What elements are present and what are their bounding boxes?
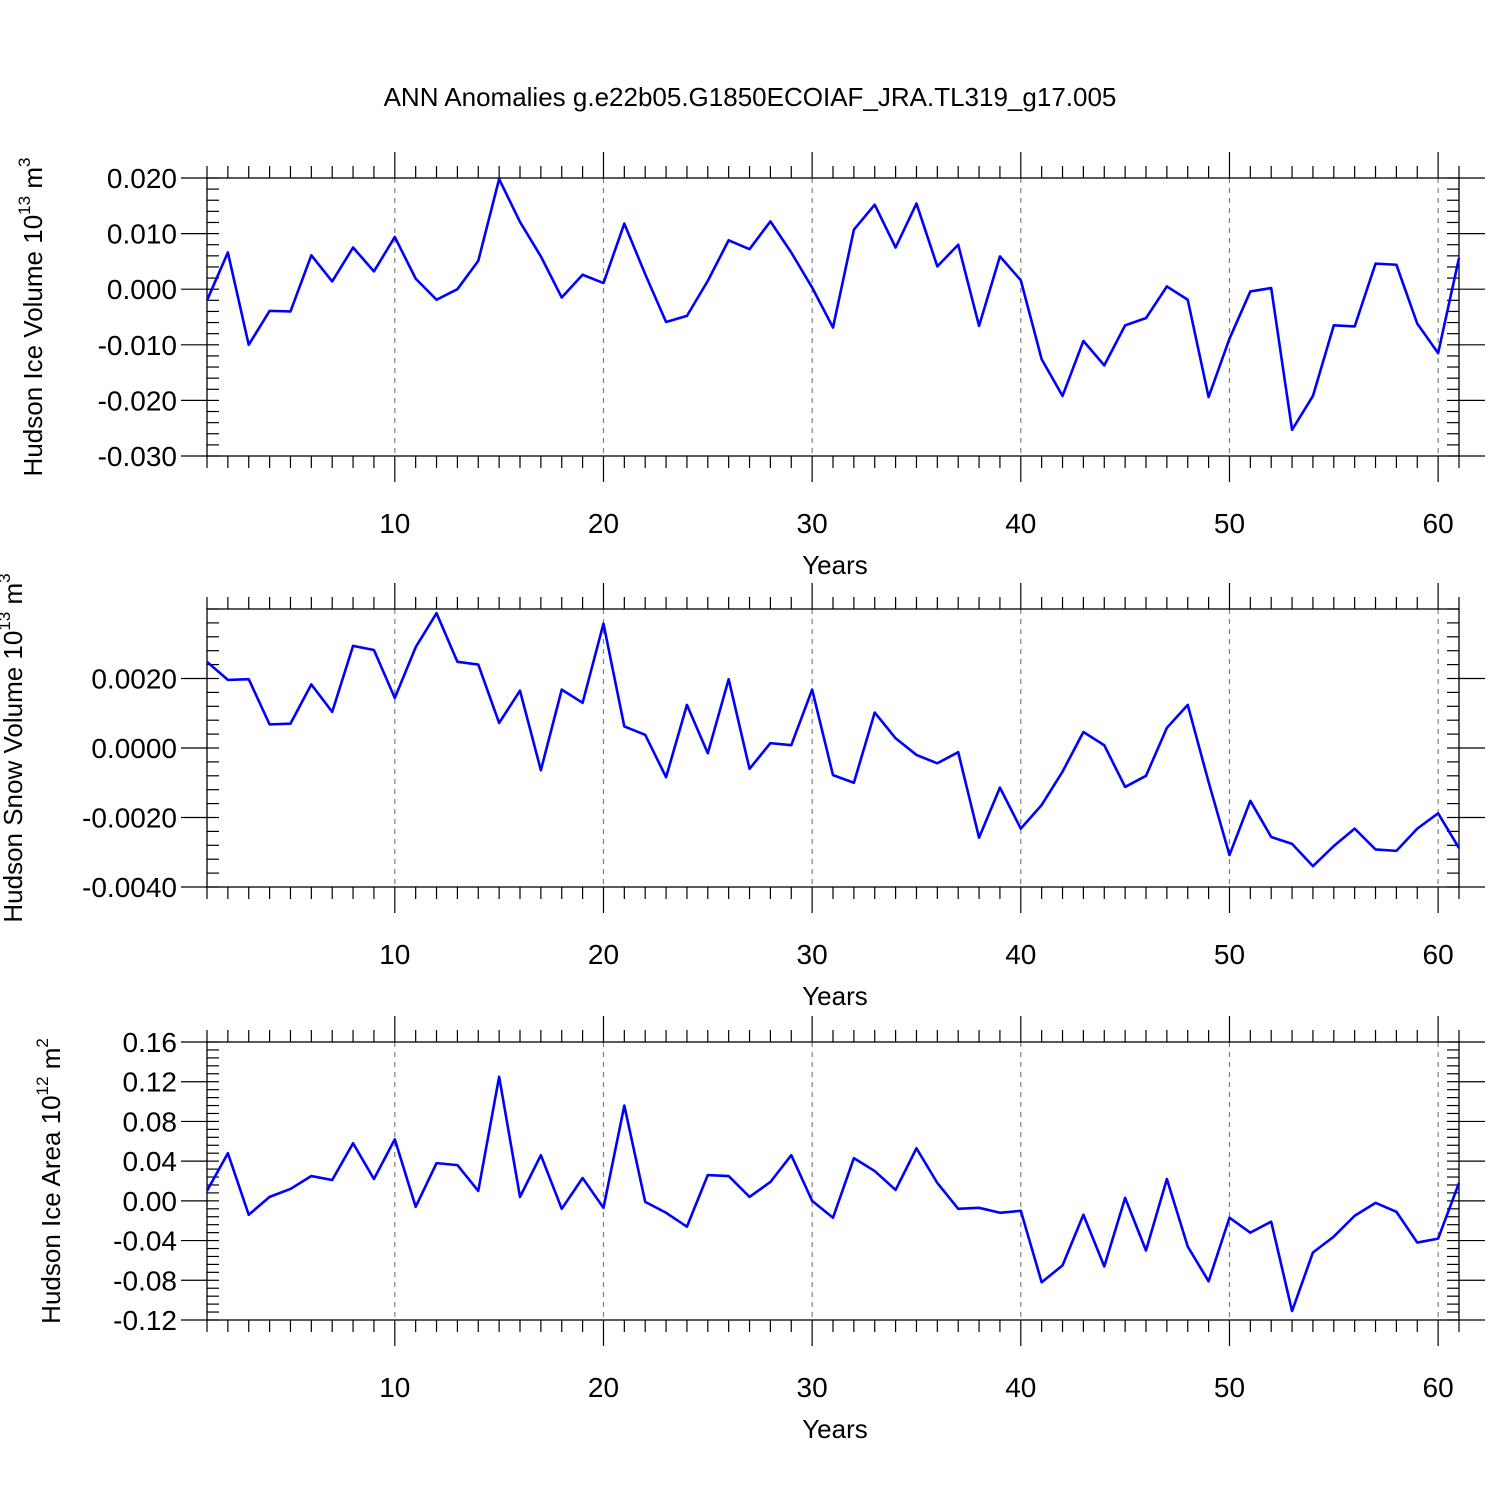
x-tick-label: 60 (1423, 1372, 1454, 1403)
x-tick-label: 40 (1005, 1372, 1036, 1403)
y-axis-title-superscript: 3 (0, 573, 14, 582)
y-tick-label: -0.12 (113, 1305, 177, 1336)
x-tick-label: 40 (1005, 939, 1036, 970)
panel-2: -0.0040 -0.0020 0.0000 0.0020 10 20 30 40 50 60 Ye… (0, 573, 1485, 1011)
x-tick-label: 30 (797, 1372, 828, 1403)
y-axis-title: Hudson Snow Volume 1013 m3 (0, 573, 28, 922)
y-tick-label: 0.16 (123, 1027, 178, 1058)
y-tick-label: -0.0020 (82, 803, 177, 834)
y-tick-label: 0.000 (107, 274, 177, 305)
y-axis-title-text: m (0, 583, 28, 612)
y-tick-label: 0.0000 (91, 733, 177, 764)
y-axis-title-text: Hudson Ice Area 10 (36, 1095, 66, 1323)
y-tick-label: 0.0020 (91, 664, 177, 695)
y-tick-label: 0.010 (107, 219, 177, 250)
x-tick-label: 30 (797, 939, 828, 970)
x-tick-label: 50 (1214, 1372, 1245, 1403)
x-tick-label: 10 (379, 508, 410, 539)
x-tick-label: 50 (1214, 939, 1245, 970)
y-axis-title: Hudson Ice Volume 1013 m3 (15, 158, 48, 477)
x-axis-title: Years (802, 550, 868, 580)
x-tick-label: 60 (1423, 508, 1454, 539)
x-tick-label: 20 (588, 1372, 619, 1403)
y-tick-label: 0.00 (123, 1186, 178, 1217)
x-tick-label: 40 (1005, 508, 1036, 539)
x-tick-label: 50 (1214, 508, 1245, 539)
y-axis-title-superscript: 2 (33, 1038, 52, 1047)
x-tick-label: 60 (1423, 939, 1454, 970)
chart-title: ANN Anomalies g.e22b05.G1850ECOIAF_JRA.T… (384, 82, 1117, 112)
y-axis-title-text: m (18, 167, 48, 196)
y-tick-label: 0.08 (123, 1106, 178, 1137)
x-tick-label: 20 (588, 508, 619, 539)
y-axis-title-superscript: 12 (33, 1077, 52, 1096)
y-tick-label: -0.0040 (82, 872, 177, 903)
y-axis-title-text: Hudson Snow Volume 10 (0, 631, 28, 923)
y-axis-title-text: m (36, 1048, 66, 1077)
y-axis-title-text: Hudson Ice Volume 10 (18, 215, 48, 477)
y-tick-label: -0.030 (98, 441, 177, 472)
y-tick-label: -0.010 (98, 330, 177, 361)
y-tick-label: -0.04 (113, 1226, 177, 1257)
x-tick-label: 30 (797, 508, 828, 539)
y-tick-label: 0.020 (107, 163, 177, 194)
y-tick-label: 0.04 (123, 1146, 178, 1177)
x-tick-label: 20 (588, 939, 619, 970)
y-axis-title: Hudson Ice Area 1012 m2 (33, 1038, 66, 1324)
y-axis-title-superscript: 13 (0, 612, 14, 631)
x-tick-label: 10 (379, 1372, 410, 1403)
panel-3: -0.12 -0.08 -0.04 0.00 0.04 0.08 0.12 0.16 10 20 3… (33, 1016, 1485, 1444)
x-axis-title: Years (802, 981, 868, 1011)
y-tick-label: -0.020 (98, 385, 177, 416)
panel-1: -0.030 -0.020 -0.010 0.000 0.010 0.020 10 20 30 4… (15, 152, 1485, 580)
y-tick-label: 0.12 (123, 1067, 178, 1098)
y-axis-title-superscript: 13 (15, 196, 34, 215)
x-axis-title: Years (802, 1414, 868, 1444)
y-axis-title-superscript: 3 (15, 158, 34, 167)
x-tick-label: 10 (379, 939, 410, 970)
y-tick-label: -0.08 (113, 1265, 177, 1296)
